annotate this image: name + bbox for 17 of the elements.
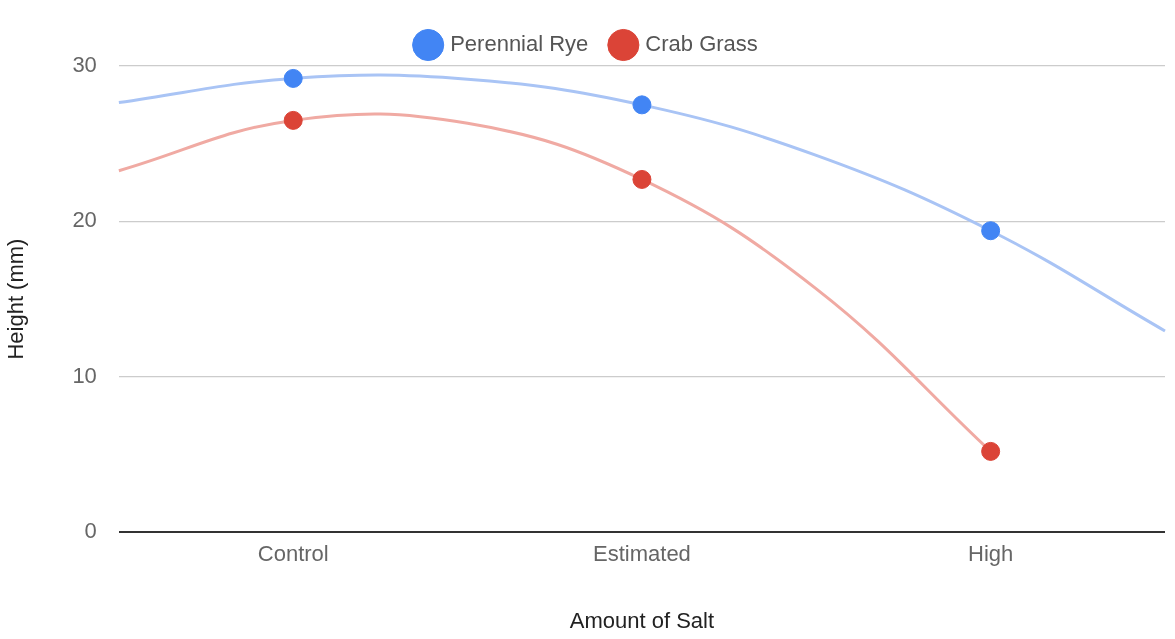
point [981, 221, 1001, 241]
x-axis-title: Amount of Salt [569, 607, 715, 633]
point [632, 169, 652, 189]
legend-label: Crab Grass [645, 31, 758, 57]
y-tick-label: 0 [84, 518, 97, 544]
y-tick-label: 30 [72, 52, 97, 78]
legend-label: Perennial Rye [450, 31, 589, 57]
y-tick-label: 20 [72, 207, 97, 233]
point [981, 441, 1001, 461]
x-tick-label: Estimated [593, 541, 691, 567]
point [283, 110, 303, 130]
x-tick-label: Control [257, 541, 329, 567]
y-axis-title: Height (mm) [3, 238, 29, 360]
point [632, 95, 652, 115]
x-tick-label: High [968, 541, 1014, 567]
y-tick-label: 10 [72, 362, 97, 388]
point [283, 68, 303, 88]
